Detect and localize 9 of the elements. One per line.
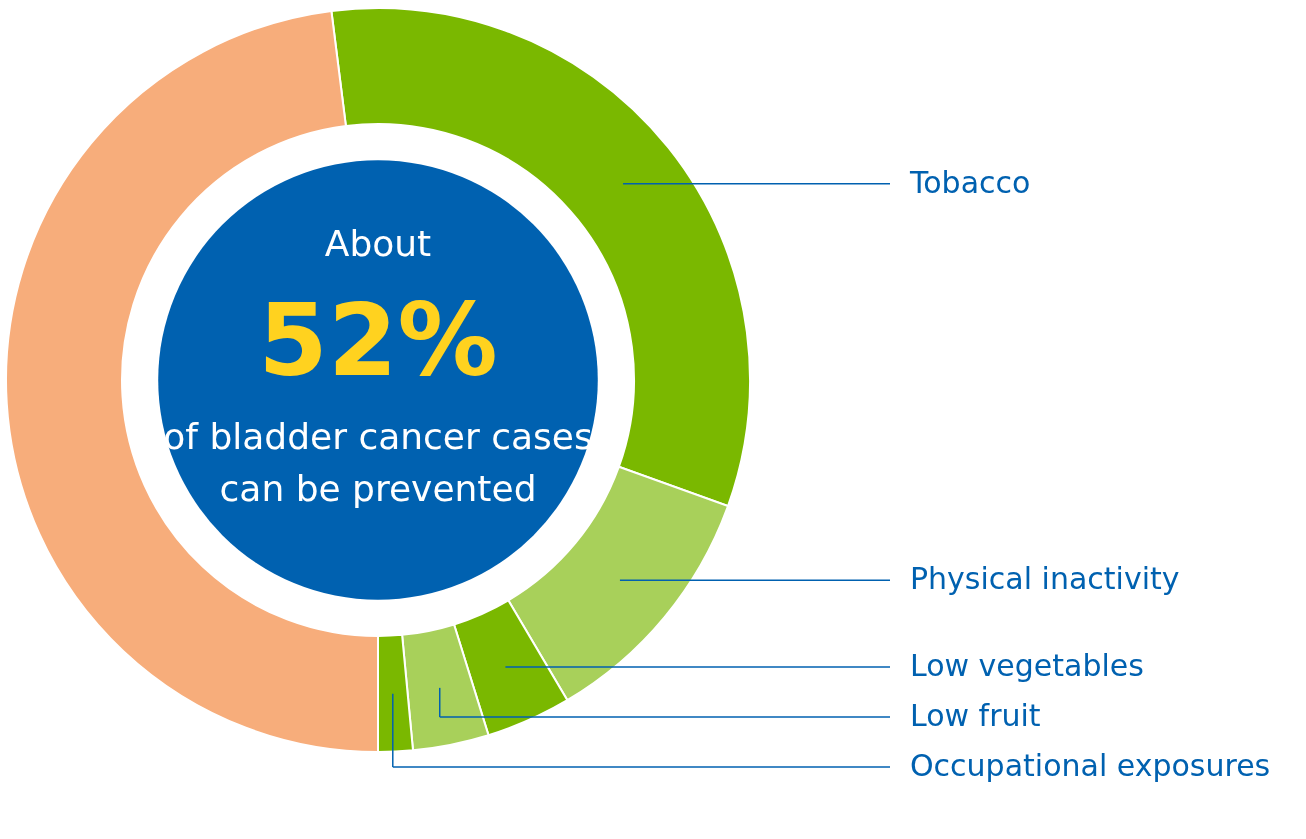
- text: 52%: [258, 282, 498, 399]
- text: About: [324, 223, 432, 264]
- slice-label: Physical inactivity: [910, 561, 1180, 597]
- slice-label: Occupational exposures: [910, 747, 1271, 783]
- slice-label: Low vegetables: [910, 647, 1144, 683]
- text: of bladder cancer cases: [163, 416, 593, 457]
- slice-label: Tobacco: [909, 164, 1031, 200]
- slice-label: Low fruit: [910, 697, 1041, 733]
- text: can be prevented: [219, 468, 537, 509]
